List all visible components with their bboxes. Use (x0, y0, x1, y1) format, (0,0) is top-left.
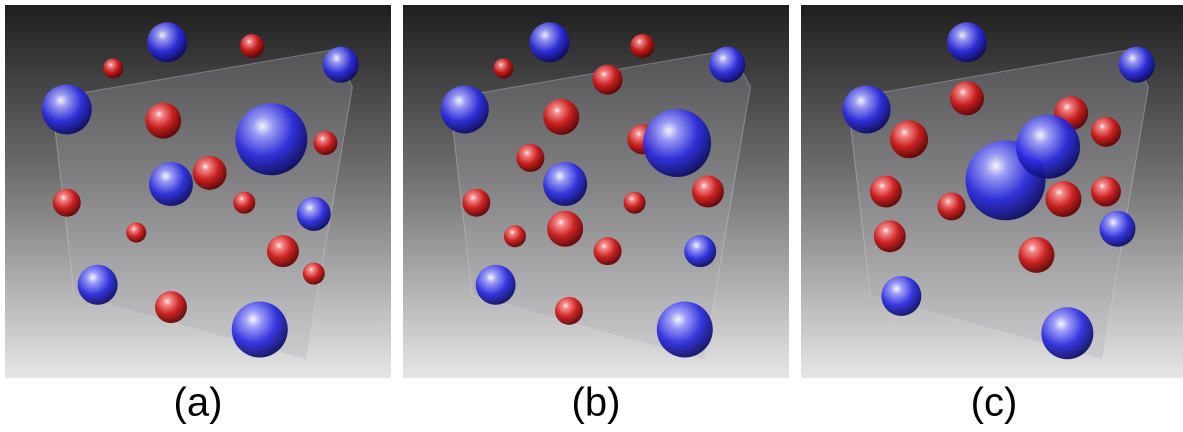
red-sphere (1090, 116, 1121, 147)
blue-sphere (231, 301, 288, 358)
red-sphere (543, 98, 580, 135)
blue-sphere (77, 264, 118, 305)
red-sphere (493, 58, 514, 79)
red-sphere (937, 192, 966, 221)
blue-sphere (147, 22, 188, 63)
blue-sphere (475, 264, 516, 305)
red-sphere (873, 220, 906, 253)
red-sphere (462, 188, 491, 217)
blue-sphere (440, 85, 489, 134)
red-sphere (503, 225, 526, 248)
red-sphere (233, 191, 256, 214)
blue-sphere (148, 162, 193, 207)
panels (5, 5, 1183, 378)
red-sphere (691, 175, 724, 208)
red-sphere (554, 296, 583, 325)
blue-sphere (709, 46, 746, 83)
red-sphere (516, 143, 545, 172)
red-sphere (623, 191, 646, 214)
blue-sphere (842, 85, 891, 134)
red-sphere (630, 34, 655, 59)
panel (801, 5, 1183, 378)
blue-sphere (296, 196, 331, 231)
red-sphere (1090, 176, 1121, 207)
blue-sphere (322, 46, 359, 83)
panel-caption: (a) (174, 381, 223, 425)
red-sphere (1045, 180, 1082, 217)
red-sphere (592, 64, 623, 95)
red-sphere (240, 34, 265, 59)
red-sphere (154, 291, 187, 324)
blue-sphere (543, 162, 588, 207)
red-sphere (192, 155, 227, 190)
red-sphere (145, 102, 182, 139)
red-sphere (126, 222, 147, 243)
panel-caption: (b) (572, 381, 621, 425)
blue-sphere (1016, 114, 1081, 179)
blue-sphere (684, 235, 717, 268)
red-sphere (593, 237, 622, 266)
red-sphere (302, 262, 325, 285)
red-sphere (890, 120, 929, 159)
red-sphere (1018, 236, 1055, 273)
red-sphere (52, 188, 81, 217)
blue-sphere (643, 109, 712, 178)
blue-sphere (881, 275, 922, 316)
blue-sphere (946, 22, 987, 63)
red-sphere (547, 210, 584, 247)
red-sphere (266, 235, 299, 268)
blue-sphere (1099, 210, 1136, 247)
blue-sphere (41, 84, 92, 135)
red-sphere (869, 175, 902, 208)
red-sphere (949, 81, 984, 116)
blue-sphere (529, 22, 570, 63)
blue-sphere (656, 301, 713, 358)
blue-sphere (235, 103, 308, 176)
red-sphere (103, 58, 124, 79)
panel (403, 5, 789, 378)
red-sphere (313, 131, 338, 156)
panel-caption: (c) (971, 381, 1018, 425)
blue-sphere (1118, 46, 1155, 83)
panel (5, 5, 391, 378)
blue-sphere (1041, 307, 1094, 360)
